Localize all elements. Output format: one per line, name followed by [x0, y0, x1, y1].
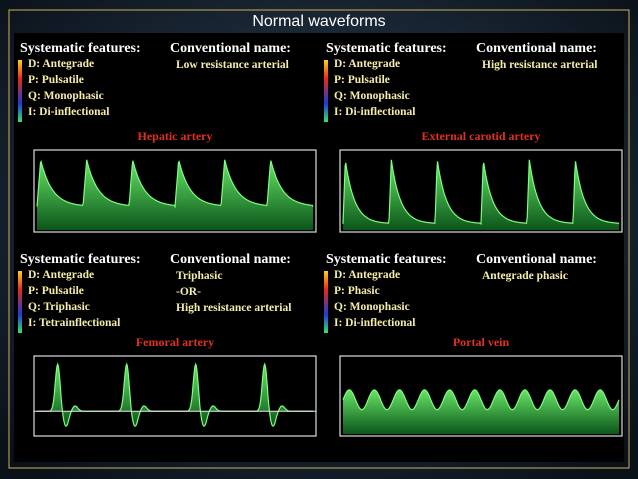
feature: D: Antegrade: [28, 269, 94, 281]
feature: P: Pulsatile: [334, 74, 390, 86]
name-heading: Conventional name:: [476, 41, 597, 56]
feature: D: Antegrade: [334, 58, 400, 70]
waveform-box: [33, 149, 317, 233]
name-line: Antegrade phasic: [482, 270, 568, 282]
vessel-label: Hepatic artery: [138, 129, 213, 143]
waveform-line: [342, 389, 620, 411]
color-bar: [18, 271, 22, 333]
feature: I: Di-inflectional: [334, 106, 415, 118]
feature: P: Pulsatile: [28, 285, 84, 297]
slide-image: [14, 33, 624, 462]
color-bar: [324, 271, 328, 333]
feature: I: Di-inflectional: [334, 317, 415, 329]
name-line: High resistance arterial: [176, 302, 291, 314]
name-heading: Conventional name:: [170, 252, 291, 267]
feature: D: Antegrade: [334, 269, 400, 281]
feature: Q: Monophasic: [28, 90, 104, 102]
waveform-line: [342, 159, 620, 226]
features-heading: Systematic features:: [20, 252, 141, 267]
feature: I: Di-inflectional: [28, 106, 109, 118]
name-heading: Conventional name:: [170, 41, 291, 56]
name-heading: Conventional name:: [476, 252, 597, 267]
vessel-label: External carotid artery: [421, 129, 540, 143]
feature: P: Pulsatile: [28, 74, 84, 86]
feature: Q: Monophasic: [334, 90, 410, 102]
color-bar: [18, 60, 22, 122]
feature: Q: Monophasic: [334, 301, 410, 313]
waveform-box: [339, 149, 623, 233]
frame: [8, 9, 630, 469]
name-line: Low resistance arterial: [176, 59, 289, 71]
features-heading: Systematic features:: [20, 41, 141, 56]
color-bar: [324, 60, 328, 122]
features-heading: Systematic features:: [326, 252, 447, 267]
feature: I: Tetrainflectional: [28, 317, 120, 329]
feature: Q: Triphasic: [28, 301, 90, 313]
slide-title: Normal waveforms: [252, 13, 385, 30]
waveform-box: [339, 355, 623, 437]
waveform-fill: [37, 159, 313, 230]
name-line: High resistance arterial: [482, 59, 597, 71]
name-line: -OR-: [176, 286, 201, 298]
name-line: Triphasic: [176, 270, 222, 282]
waveform-fill: [37, 364, 313, 427]
waveform-line: [36, 159, 314, 209]
feature: P: Phasic: [334, 285, 380, 297]
waveform-fill: [343, 389, 619, 434]
waveform-box: [33, 355, 317, 437]
feature: D: Antegrade: [28, 58, 94, 70]
vessel-label: Portal vein: [453, 335, 510, 349]
vessel-label: Femoral artery: [136, 335, 214, 349]
panels: Systematic features: D: Antegrade P: Pulsa…: [18, 41, 623, 437]
features-heading: Systematic features:: [326, 41, 447, 56]
